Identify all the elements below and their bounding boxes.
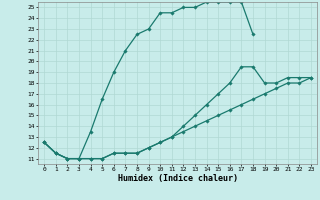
- X-axis label: Humidex (Indice chaleur): Humidex (Indice chaleur): [118, 174, 238, 183]
